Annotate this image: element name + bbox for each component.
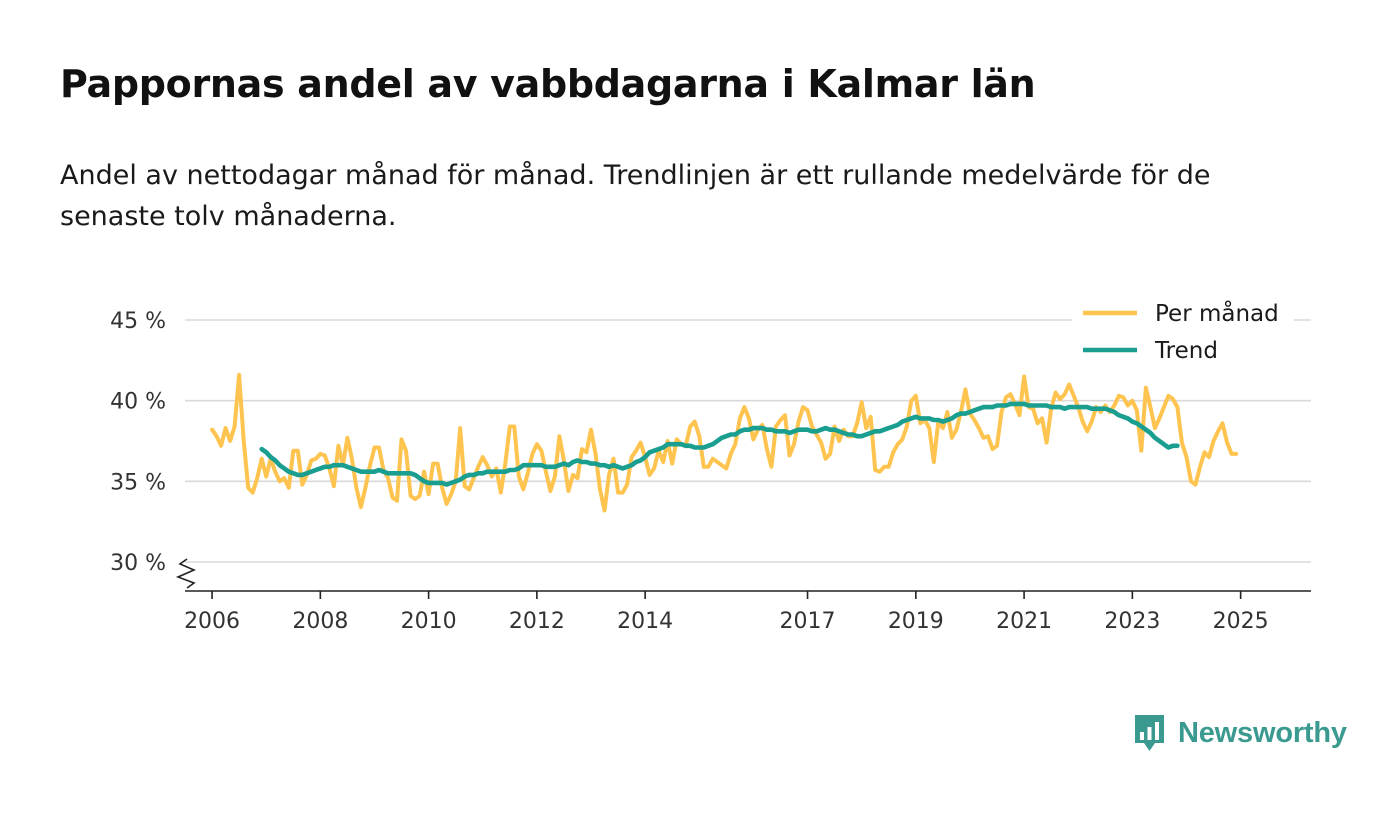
y-tick-label: 40 %: [110, 390, 166, 415]
legend-label: Trend: [1154, 338, 1218, 364]
x-tick-label: 2025: [1213, 609, 1269, 634]
x-tick-label: 2017: [780, 609, 836, 634]
x-tick-label: 2008: [292, 609, 348, 634]
series-line-trend: [259, 401, 1180, 487]
legend: Per månad Trend: [1072, 292, 1294, 374]
axis-break-icon: [175, 558, 197, 589]
x-tick-label: 2019: [888, 609, 944, 634]
newsworthy-logo-icon: [1135, 715, 1164, 751]
legend-label: Per månad: [1155, 299, 1279, 327]
brand: Newsworthy: [1133, 712, 1347, 754]
legend-background: [1072, 292, 1294, 374]
y-axis: 30 % 35 % 40 % 45 %: [110, 309, 166, 576]
x-tick-label: 2006: [184, 609, 240, 634]
brand-name: Newsworthy: [1178, 716, 1347, 749]
x-tick-label: 2021: [996, 609, 1052, 634]
x-tick-label: 2010: [401, 609, 457, 634]
page-subtitle: Andel av nettodagar månad för månad. Tre…: [60, 160, 1211, 232]
y-tick-label: 45 %: [110, 309, 166, 334]
x-tick-label: 2012: [509, 609, 565, 634]
series-layer: [210, 372, 1239, 513]
x-axis: [175, 558, 1311, 592]
page-title: Pappornas andel av vabbdagarna i Kalmar …: [60, 62, 1036, 106]
y-tick-label: 30 %: [110, 551, 166, 576]
series-line-per-manad: [210, 372, 1239, 513]
x-tick-label: 2023: [1104, 609, 1160, 634]
x-tick-label: 2014: [617, 609, 673, 634]
y-tick-label: 35 %: [110, 470, 166, 495]
